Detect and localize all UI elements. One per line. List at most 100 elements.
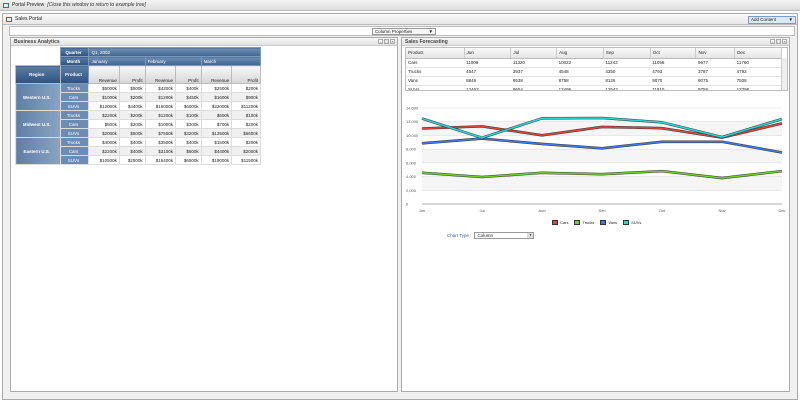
value-cell: $22000k — [200, 101, 233, 111]
data-point — [781, 118, 783, 120]
measure-header[interactable]: Revenue — [144, 65, 176, 84]
column-header[interactable]: Jul — [510, 48, 558, 59]
column-header[interactable]: Dec — [734, 48, 782, 59]
x-tick-label: Jul — [479, 208, 484, 212]
value-cell: $500k — [118, 83, 146, 93]
value-cell: $3200k — [174, 128, 202, 138]
table-cell: 4792 — [734, 67, 782, 77]
window-icon — [3, 2, 9, 8]
portal-title: Sales Portal — [15, 16, 42, 22]
table-row[interactable]: Trucks 4547 3937 4548 4350 4793 3787 4792 — [406, 67, 782, 77]
data-point — [601, 117, 603, 119]
table-cell: 7508 — [734, 76, 782, 86]
y-tick-label: 6,000 — [406, 160, 417, 165]
column-properties-dropdown[interactable]: Column Properties ▼ — [372, 28, 436, 35]
measure-header[interactable]: Revenue — [200, 65, 233, 84]
product-cell: Cars — [59, 146, 90, 156]
table-cell: 3787 — [695, 67, 735, 77]
legend-item[interactable]: Vans — [600, 220, 618, 226]
table-cell: 12495 — [556, 85, 604, 90]
chart-type-value: Column — [477, 233, 493, 238]
data-point — [721, 177, 723, 179]
grid-band — [422, 176, 782, 191]
measure-header[interactable]: Profit — [118, 65, 146, 84]
value-cell: $2000k — [88, 128, 120, 138]
data-point — [481, 125, 483, 127]
chevron-down-icon: ▼ — [428, 29, 433, 34]
month-header[interactable]: January — [88, 56, 146, 66]
measure-header[interactable]: Revenue — [88, 65, 120, 84]
column-header[interactable]: Nov — [695, 48, 736, 59]
table-cell: 4547 — [464, 67, 511, 77]
column-header[interactable]: Oct — [650, 48, 697, 59]
table-cell: 9538 — [510, 76, 557, 86]
column-header[interactable]: Product — [406, 48, 465, 59]
column-header[interactable]: Aug — [556, 48, 604, 59]
maximize-icon[interactable]: □ — [384, 39, 389, 44]
table-cell: 4350 — [603, 67, 651, 77]
close-icon[interactable]: × — [390, 39, 395, 44]
legend-item[interactable]: Cars — [552, 220, 568, 226]
product-cell: SUVs — [59, 155, 90, 165]
data-point — [661, 141, 663, 143]
quarter-value[interactable]: Q1, 2002 — [88, 47, 261, 57]
product-header: Product — [59, 65, 90, 84]
data-point — [481, 176, 483, 178]
chevron-down-icon: ▼ — [788, 17, 793, 22]
data-point — [661, 127, 663, 129]
chevron-down-icon: ▼ — [527, 233, 534, 238]
panel-header: Sales Forecasting – □ × — [402, 38, 789, 46]
table-cell: 9654 — [510, 85, 557, 90]
value-cell: $200k — [231, 83, 261, 93]
legend-label: Trucks — [582, 220, 595, 225]
table-cell: 10022 — [556, 58, 604, 68]
value-cell: $1200k — [144, 92, 176, 102]
table-cell: 11009 — [464, 58, 511, 68]
table-row[interactable]: Cars 11009 11320 10022 11243 11056 9677 11760 — [406, 58, 782, 68]
value-cell: $1000k — [88, 92, 120, 102]
y-tick-label: 12,000 — [406, 119, 419, 124]
table-cell: 9677 — [695, 58, 735, 68]
legend-item[interactable]: SUVs — [623, 220, 641, 226]
portal-icon — [6, 16, 12, 22]
value-cell: $400k — [174, 83, 202, 93]
add-content-label: Add Content — [751, 17, 777, 22]
month-header[interactable]: February — [144, 56, 202, 66]
legend-item[interactable]: Trucks — [574, 220, 595, 226]
chart-type-select[interactable]: Column ▼ — [474, 232, 535, 239]
minimize-icon[interactable]: – — [770, 39, 775, 44]
minimize-icon[interactable]: – — [378, 39, 383, 44]
panel-title: Sales Forecasting — [405, 38, 448, 45]
close-icon[interactable]: × — [782, 39, 787, 44]
business-analytics-panel: Business Analytics – □ × Quarter Q1, 2002 Mo… — [10, 37, 398, 392]
column-header[interactable]: Sep — [603, 48, 651, 59]
legend-swatch — [574, 220, 581, 226]
table-cell: 9075 — [695, 76, 735, 86]
legend-label: Vans — [608, 220, 618, 225]
column-header[interactable]: Jun — [464, 48, 512, 59]
add-content-button[interactable]: Add Content ▼ — [748, 16, 796, 24]
value-cell: $4200k — [144, 83, 176, 93]
region-header: Region — [15, 65, 61, 84]
table-row[interactable]: SUVs 12463 9654 12495 12542 11910 9759 12398 — [406, 85, 782, 90]
table-cell: 12542 — [603, 85, 651, 90]
window-hint: [Close this window to return to example … — [47, 2, 146, 8]
table-cell: Vans — [406, 76, 465, 86]
value-cell: $2500k — [118, 155, 146, 165]
table-cell: 12398 — [734, 85, 782, 90]
y-tick-label: 2,000 — [406, 188, 417, 193]
maximize-icon[interactable]: □ — [776, 39, 781, 44]
x-tick-label: Aug — [538, 208, 545, 212]
measure-header[interactable]: Profit — [231, 65, 261, 84]
scrollbar[interactable] — [781, 58, 787, 90]
month-header[interactable]: March — [200, 56, 262, 66]
measure-header[interactable]: Profit — [174, 65, 202, 84]
product-cell: SUVs — [59, 128, 90, 138]
value-cell: $800k — [88, 119, 120, 129]
table-cell: SUVs — [406, 85, 465, 90]
value-cell: $200k — [231, 137, 261, 147]
table-cell: 8758 — [556, 76, 604, 86]
table-cell: Trucks — [406, 67, 465, 77]
value-cell: $5000k — [88, 83, 120, 93]
table-row[interactable]: Vans 8846 9538 8758 8126 9070 9075 7508 — [406, 76, 782, 86]
